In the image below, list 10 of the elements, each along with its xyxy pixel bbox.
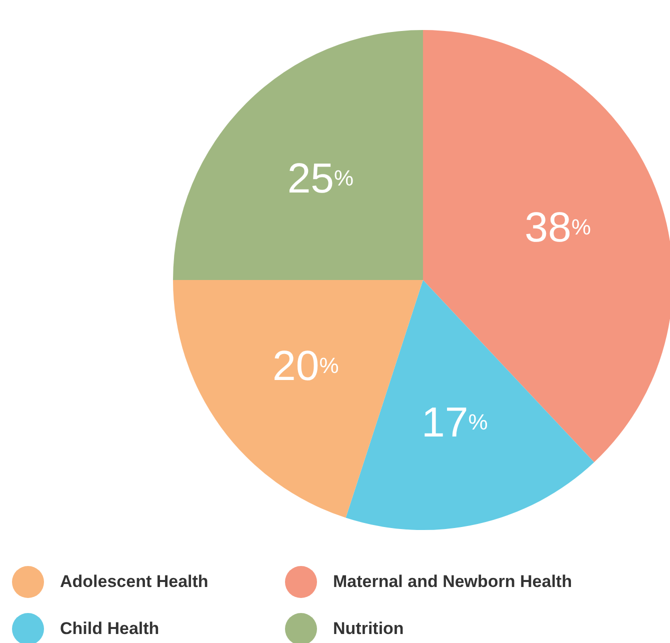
legend-label: Adolescent Health <box>60 572 208 592</box>
legend-label: Nutrition <box>333 619 404 639</box>
legend-label: Child Health <box>60 619 160 639</box>
pie-slice <box>173 30 423 280</box>
data-label: 25% <box>287 154 354 201</box>
data-label: 17% <box>421 398 488 446</box>
legend-label: Maternal and Newborn Health <box>333 572 572 592</box>
pie-slice <box>173 280 423 518</box>
data-label: 20% <box>272 342 339 389</box>
data-label: 38% <box>524 203 591 250</box>
